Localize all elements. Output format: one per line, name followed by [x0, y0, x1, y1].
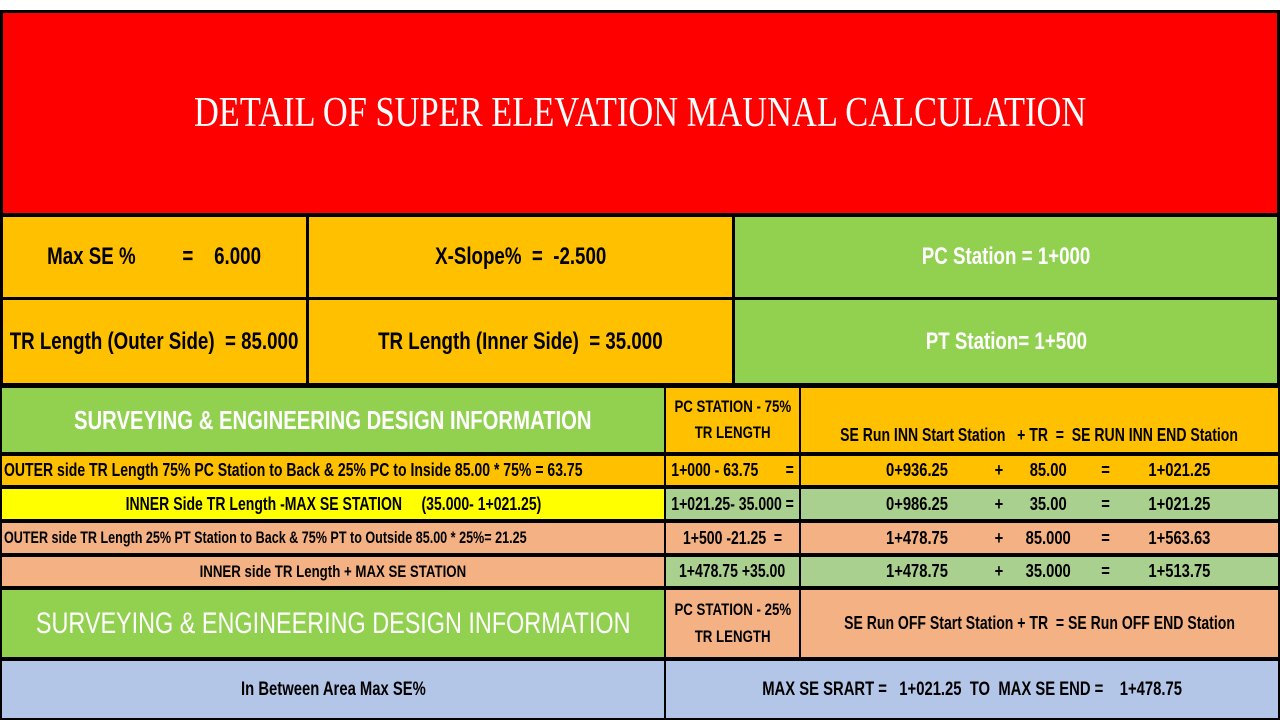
row2-tr: 35.00 — [1029, 493, 1067, 514]
section2-col3-label: SE Run OFF Start Station + TR = SE Run O… — [844, 613, 1235, 633]
row2-label: INNER Side TR Length -MAX SE STATION (35… — [125, 493, 541, 514]
section1-col2-line1: PC STATION - 75% — [674, 396, 791, 416]
tr-outer-value: TR Length (Outer Side) = 85.000 — [10, 327, 299, 355]
pt-station-value: PT Station= 1+500 — [925, 327, 1087, 355]
footer-left-cell: In Between Area Max SE% — [0, 659, 666, 720]
row1-calc-cell: 1+000 - 63.75 = — [664, 454, 801, 487]
row1-calc: 1+000 - 63.75 = — [671, 460, 794, 480]
section1-col3-label: SE Run INN Start Station + TR = SE RUN I… — [840, 425, 1239, 445]
row1-plus: + — [994, 460, 1003, 480]
section2-col2-line1: PC STATION - 25% — [674, 600, 791, 620]
row2-calc: 1+021.25- 35.000 = — [671, 493, 794, 514]
row1-eq: = — [1100, 460, 1110, 480]
row3-tr: 85.000 — [1025, 527, 1071, 548]
row1-label-cell: OUTER side TR Length 75% PC Station to B… — [0, 454, 666, 487]
row1-end: 1+021.25 — [1147, 460, 1210, 480]
row1-label: OUTER side TR Length 75% PC Station to B… — [4, 460, 583, 480]
row3-end: 1+563.63 — [1147, 527, 1210, 548]
section2-col3-header: SE Run OFF Start Station + TR = SE Run O… — [799, 588, 1280, 659]
row2-eq: = — [1100, 493, 1110, 514]
section1-col3-header: SE Run INN Start Station + TR = SE RUN I… — [799, 386, 1280, 454]
row4-start: 1+478.75 — [885, 561, 948, 581]
section2-col2-line2: TR LENGTH — [694, 626, 771, 646]
row3-result-cell: 1+478.75 + 85.000 = 1+563.63 — [799, 521, 1280, 555]
row2-plus: + — [994, 493, 1003, 514]
row1-start: 0+936.25 — [885, 460, 948, 480]
row4-calc: 1+478.75 +35.00 — [679, 561, 786, 581]
section1-col2-header: PC STATION - 75% TR LENGTH — [664, 386, 801, 454]
row4-label: INNER side TR Length + MAX SE STATION — [199, 561, 467, 581]
row3-plus: + — [994, 527, 1003, 548]
row1-tr: 85.00 — [1029, 460, 1067, 480]
pc-station-value: PC Station = 1+000 — [921, 243, 1091, 270]
row4-calc-cell: 1+478.75 +35.00 — [664, 555, 801, 588]
pc-station-cell: PC Station = 1+000 — [732, 214, 1280, 300]
row2-calc-cell: 1+021.25- 35.000 = — [664, 487, 801, 521]
row4-result-cell: 1+478.75 + 35.000 = 1+513.75 — [799, 555, 1280, 588]
row4-tr: 35.000 — [1025, 561, 1071, 581]
x-slope-cell: X-Slope% = -2.500 — [306, 214, 735, 300]
row2-label-cell: INNER Side TR Length -MAX SE STATION (35… — [0, 487, 666, 521]
row1-result-cell: 0+936.25 + 85.00 = 1+021.25 — [799, 454, 1280, 487]
row4-plus: + — [994, 561, 1003, 581]
row2-end: 1+021.25 — [1147, 493, 1210, 514]
row4-label-cell: INNER side TR Length + MAX SE STATION — [0, 555, 666, 588]
footer-left-label: In Between Area Max SE% — [240, 678, 426, 700]
row4-end: 1+513.75 — [1147, 561, 1210, 581]
tr-outer-cell: TR Length (Outer Side) = 85.000 — [0, 297, 309, 386]
section1-heading: SURVEYING & ENGINEERING DESIGN INFORMATI… — [74, 404, 592, 435]
footer-right-label: MAX SE SRART = 1+021.25 TO MAX SE END = … — [762, 678, 1182, 700]
footer-right-cell: MAX SE SRART = 1+021.25 TO MAX SE END = … — [664, 659, 1280, 720]
row3-label-cell: OUTER side TR Length 25% PT Station to B… — [0, 521, 666, 555]
title-banner: DETAIL OF SUPER ELEVATION MAUNAL CALCULA… — [0, 10, 1280, 216]
pt-station-cell: PT Station= 1+500 — [732, 297, 1280, 386]
row4-eq: = — [1100, 561, 1110, 581]
row3-start: 1+478.75 — [885, 527, 948, 548]
max-se-cell: Max SE % = 6.000 — [0, 214, 309, 300]
tr-inner-cell: TR Length (Inner Side) = 35.000 — [306, 297, 735, 386]
page-title: DETAIL OF SUPER ELEVATION MAUNAL CALCULA… — [193, 90, 1087, 136]
row2-result-cell: 0+986.25 + 35.00 = 1+021.25 — [799, 487, 1280, 521]
section2-heading-cell: SURVEYING & ENGINEERING DESIGN INFORMATI… — [0, 588, 666, 659]
section1-col2-line2: TR LENGTH — [694, 423, 771, 442]
row3-label: OUTER side TR Length 25% PT Station to B… — [4, 528, 527, 547]
x-slope-value: X-Slope% = -2.500 — [434, 243, 607, 270]
section2-heading: SURVEYING & ENGINEERING DESIGN INFORMATI… — [35, 606, 631, 640]
row3-calc: 1+500 -21.25 = — [682, 527, 783, 548]
section1-heading-cell: SURVEYING & ENGINEERING DESIGN INFORMATI… — [0, 386, 666, 454]
row3-calc-cell: 1+500 -21.25 = — [664, 521, 801, 555]
section2-col2-header: PC STATION - 25% TR LENGTH — [664, 588, 801, 659]
max-se-value: Max SE % = 6.000 — [47, 243, 262, 270]
row2-start: 0+986.25 — [885, 493, 948, 514]
row3-eq: = — [1100, 527, 1110, 548]
tr-inner-value: TR Length (Inner Side) = 35.000 — [378, 327, 663, 355]
